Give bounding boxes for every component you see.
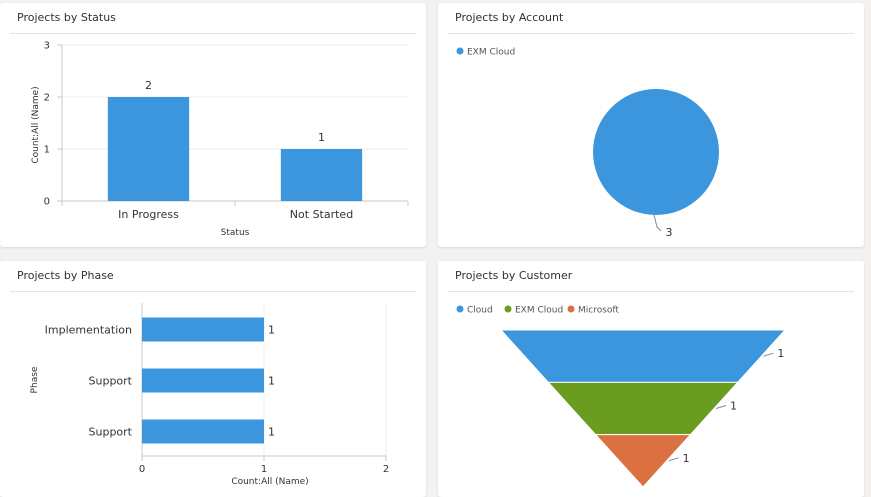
data-label: 1 xyxy=(268,375,275,388)
y-tick-label: 3 xyxy=(44,41,50,52)
chart-title: Projects by Phase xyxy=(17,269,114,282)
data-label: 3 xyxy=(666,226,673,239)
bar[interactable] xyxy=(142,317,264,342)
bar[interactable] xyxy=(280,149,363,201)
bar[interactable] xyxy=(107,97,190,201)
legend-swatch xyxy=(567,305,575,313)
legend-label[interactable]: Microsoft xyxy=(578,306,619,316)
y-axis-label: Phase xyxy=(30,366,40,393)
y-tick-label: Implementation xyxy=(45,324,132,337)
chart-card-account: Projects by Account EXM Cloud 3 xyxy=(438,3,864,247)
x-tick-label: 1 xyxy=(261,464,267,475)
legend-label[interactable]: EXM Cloud xyxy=(467,48,515,58)
data-label: 1 xyxy=(777,347,784,360)
chart-title: Projects by Account xyxy=(455,11,564,24)
chart-title: Projects by Customer xyxy=(455,269,573,282)
account-pie-chart: EXM Cloud 3 xyxy=(456,47,719,239)
chart-card-phase: Projects by Phase 0 1 2 1 1 1 Implementation… xyxy=(0,261,426,497)
chart-title: Projects by Status xyxy=(17,11,116,24)
funnel-segment[interactable] xyxy=(499,329,787,383)
leader-line xyxy=(653,214,662,232)
data-label: 1 xyxy=(730,400,737,413)
legend-swatch xyxy=(456,305,464,313)
divider xyxy=(10,33,416,34)
y-tick-label: Support xyxy=(89,426,133,439)
divider xyxy=(448,33,854,34)
pie-slice[interactable] xyxy=(593,89,719,215)
y-tick-label: 0 xyxy=(44,197,50,208)
funnel-segment[interactable] xyxy=(594,434,692,488)
x-tick-label: 0 xyxy=(139,464,145,475)
bar[interactable] xyxy=(142,368,264,393)
phase-bar-chart: 0 1 2 1 1 1 Implementation Support Support Cou… xyxy=(30,303,389,487)
legend-swatch xyxy=(504,305,512,313)
y-tick-label: 2 xyxy=(44,93,50,104)
legend-label[interactable]: EXM Cloud xyxy=(515,306,563,316)
chart-card-status: Projects by Status 0 1 2 3 2 1 In Progress No… xyxy=(0,3,426,247)
customer-funnel-chart: Cloud EXM Cloud Microsoft 1 1 1 xyxy=(456,305,787,488)
y-tick-label: Support xyxy=(89,375,133,388)
x-tick-label: In Progress xyxy=(118,208,179,221)
legend-label[interactable]: Cloud xyxy=(467,306,493,316)
x-tick-label: 2 xyxy=(383,464,389,475)
divider xyxy=(10,291,416,292)
data-label: 2 xyxy=(145,79,152,92)
y-axis-label: Count:All (Name) xyxy=(31,86,41,163)
data-label: 1 xyxy=(683,452,690,465)
x-axis-label: Count:All (Name) xyxy=(231,477,308,487)
leader-line xyxy=(715,405,727,409)
y-tick-label: 1 xyxy=(44,145,50,156)
data-label: 1 xyxy=(268,426,275,439)
data-label: 1 xyxy=(318,131,325,144)
divider xyxy=(448,291,854,292)
x-axis-label: Status xyxy=(221,228,250,238)
legend-swatch xyxy=(456,47,464,55)
chart-card-customer: Projects by Customer Cloud EXM Cloud Micro… xyxy=(438,261,864,497)
x-tick-label: Not Started xyxy=(290,208,353,221)
leader-line xyxy=(668,457,679,462)
leader-line xyxy=(763,352,774,357)
status-bar-chart: 0 1 2 3 2 1 In Progress Not Started Status Co… xyxy=(31,41,409,238)
bar[interactable] xyxy=(142,419,264,444)
data-label: 1 xyxy=(268,324,275,337)
funnel-segment[interactable] xyxy=(547,381,739,436)
